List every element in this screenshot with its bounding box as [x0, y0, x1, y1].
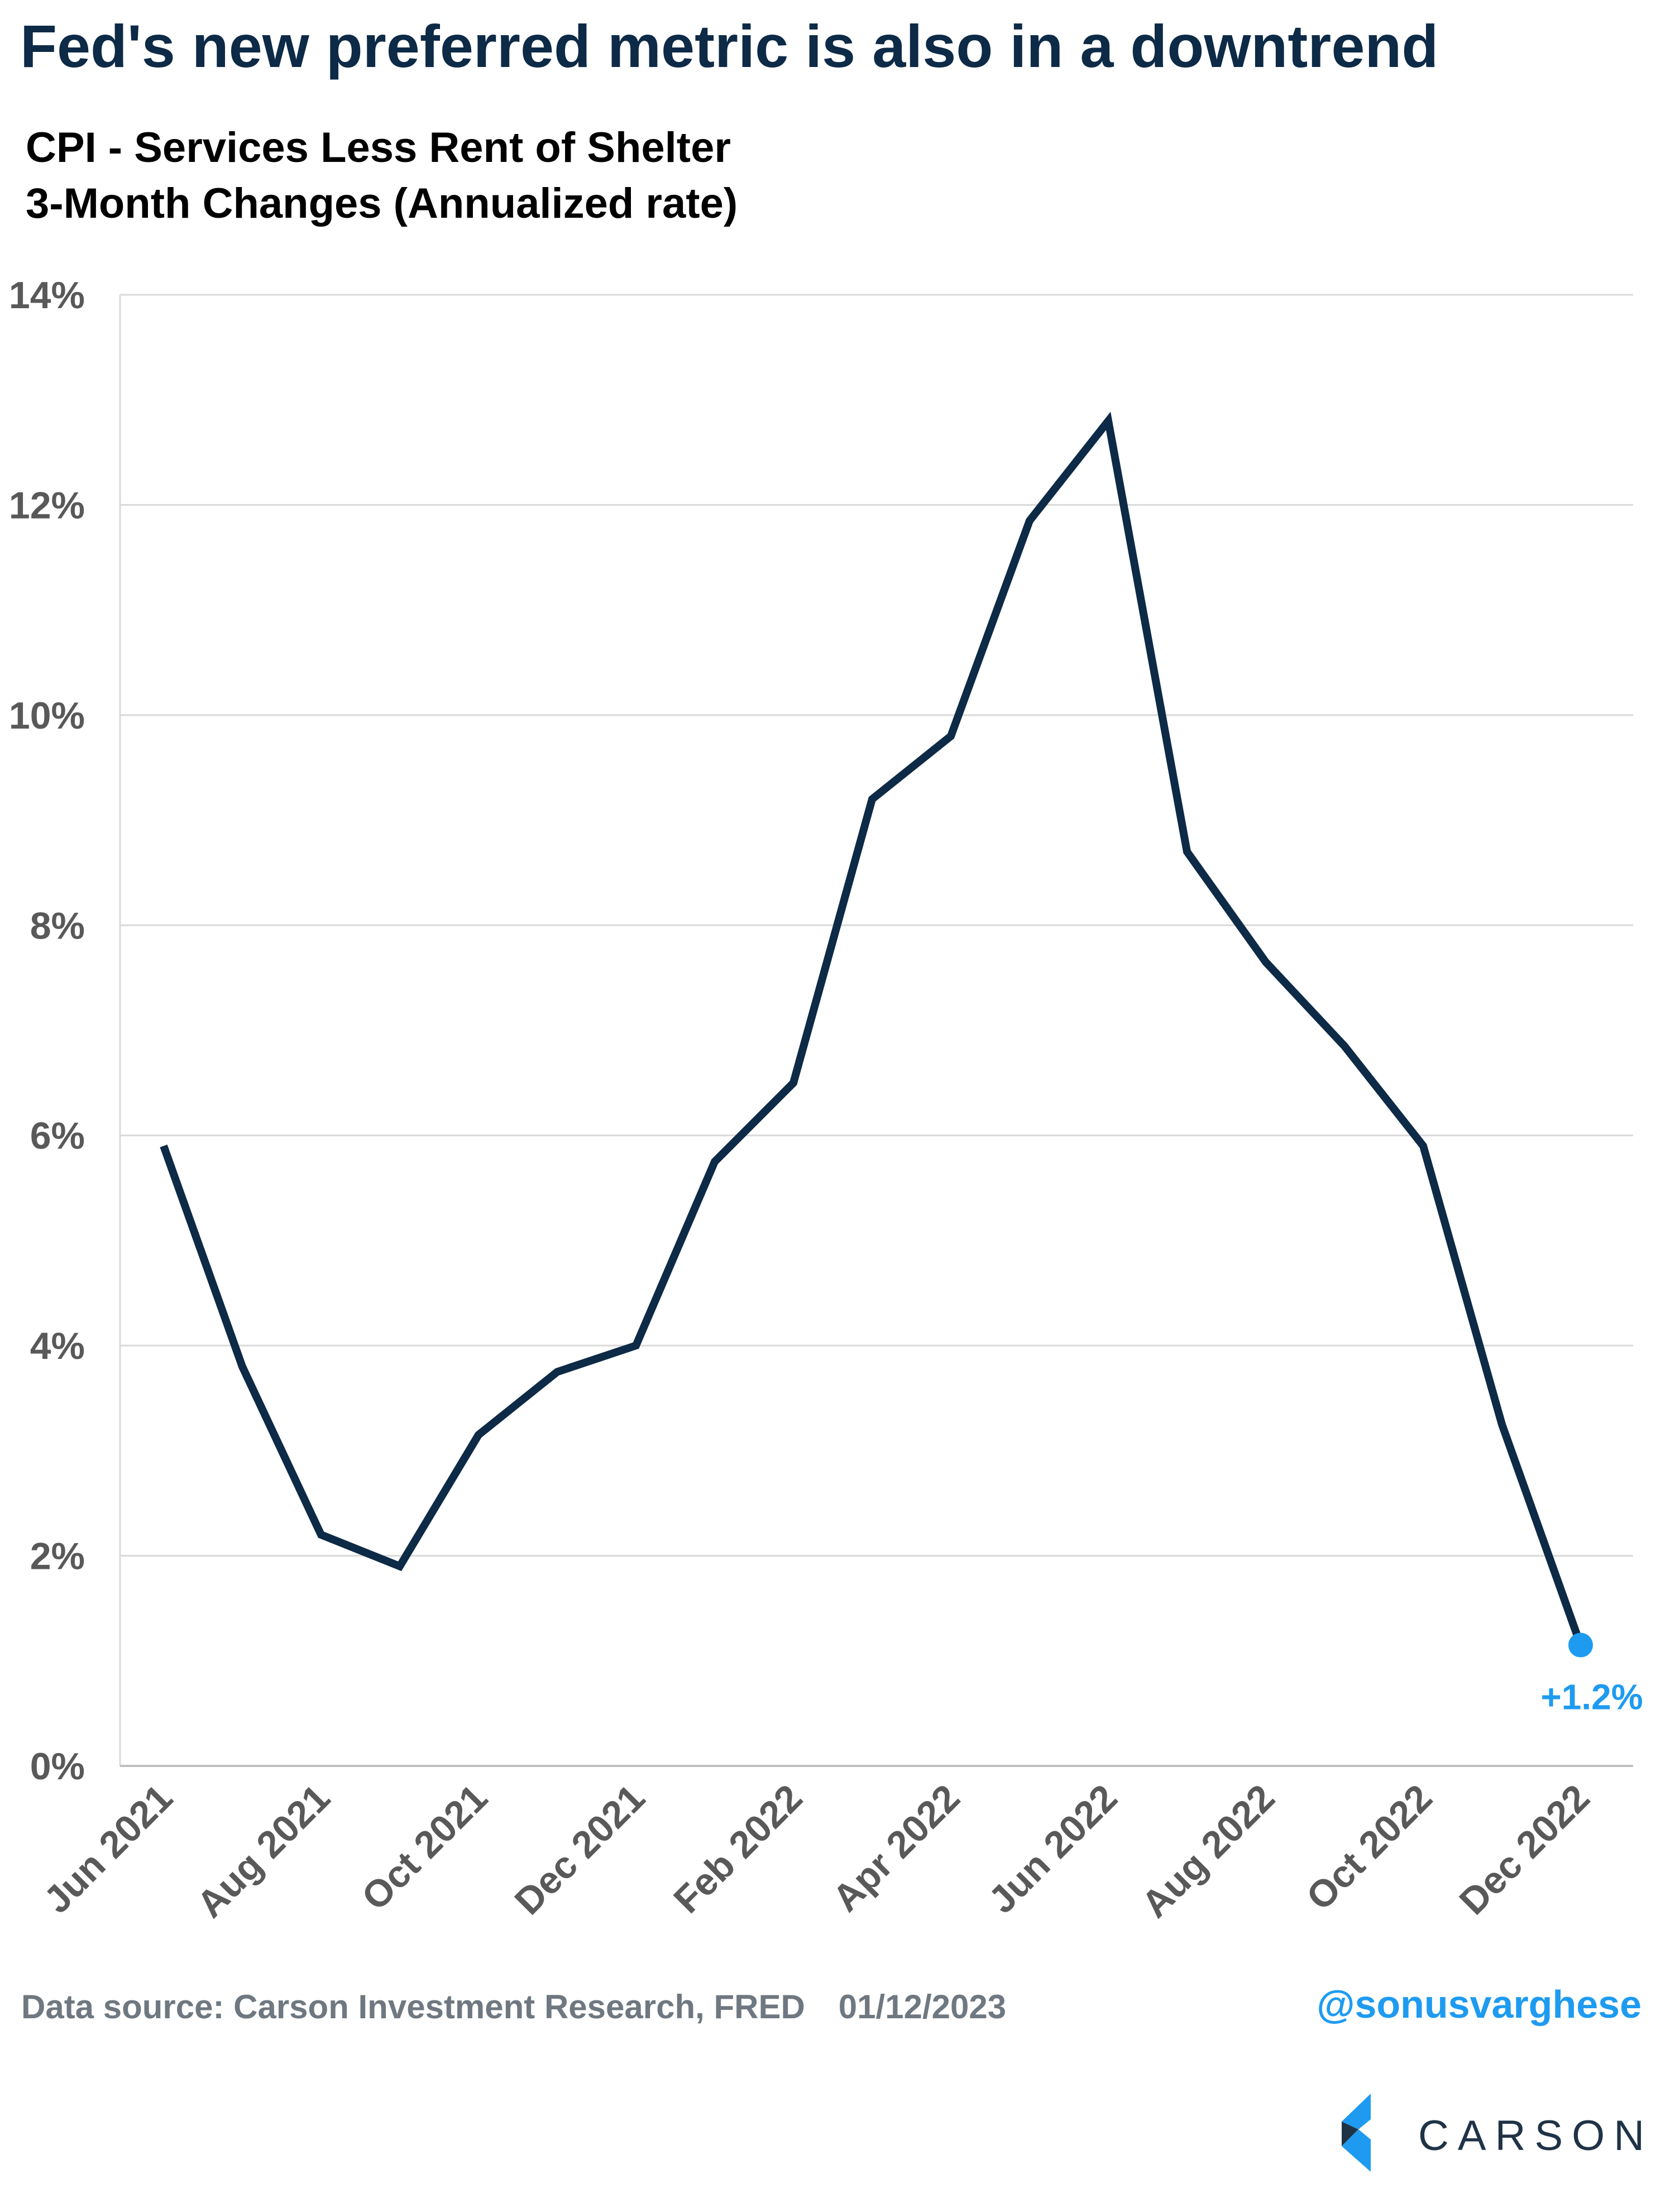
y-tick-label: 0% — [30, 1745, 85, 1788]
x-tick-label: Oct 2021 — [353, 1777, 495, 1918]
data-point — [475, 1431, 482, 1439]
x-tick-label: Oct 2022 — [1298, 1777, 1440, 1918]
highlight-point — [1568, 1632, 1593, 1658]
x-axis: Jun 2021 Aug 2021 Oct 2021 Dec 2021 Feb 2022… — [36, 1765, 1633, 1926]
y-tick-label: 12% — [9, 484, 85, 526]
subtitle-line-1: CPI - Services Less Rent of Shelter — [26, 124, 731, 171]
x-tick-label: Jun 2021 — [36, 1777, 181, 1922]
x-tick-label: Aug 2022 — [1133, 1777, 1283, 1926]
series-line — [160, 411, 1585, 1646]
data-point — [238, 1363, 246, 1371]
author-handle: @sonusvarghese — [1317, 1983, 1642, 2026]
x-tick-label: Dec 2022 — [1451, 1777, 1597, 1923]
y-tick-label: 6% — [30, 1115, 85, 1157]
carson-logo: CARSON — [1326, 2088, 1661, 2177]
data-point — [1183, 848, 1191, 856]
x-tick-label: Jun 2022 — [980, 1777, 1126, 1922]
y-tick-label: 4% — [30, 1325, 85, 1367]
x-tick-label: Aug 2021 — [189, 1777, 338, 1926]
y-tick-label: 8% — [30, 904, 85, 947]
data-point — [396, 1562, 404, 1570]
data-point — [1419, 1142, 1427, 1150]
brand-name: CARSON — [1418, 2112, 1654, 2160]
x-tick-label: Apr 2022 — [825, 1777, 968, 1920]
data-point — [868, 795, 876, 803]
data-point — [789, 1079, 797, 1087]
chart-subtitle: CPI - Services Less Rent of Shelter 3-Mo… — [26, 120, 738, 232]
data-point — [1104, 417, 1112, 425]
data-point — [1026, 517, 1033, 525]
x-tick-label: Dec 2021 — [506, 1777, 653, 1923]
source-date: 01/12/2023 — [838, 1988, 1007, 2026]
highlight-label: +1.2% — [1540, 1677, 1643, 1717]
chart-title: Fed's new preferred metric is also in a … — [20, 12, 1439, 80]
series — [160, 411, 1585, 1646]
data-source-note: Data source: Carson Investment Research,… — [21, 1988, 1006, 2026]
data-point — [1341, 1042, 1348, 1050]
x-tick-label: Feb 2022 — [666, 1777, 811, 1922]
data-point — [1498, 1420, 1506, 1428]
annotations: +1.2% — [1540, 1632, 1643, 1717]
data-point — [1262, 958, 1270, 966]
source-text: Data source: Carson Investment Research,… — [21, 1988, 805, 2026]
y-tick-label: 10% — [9, 695, 85, 737]
data-point — [317, 1531, 325, 1539]
data-point — [632, 1342, 640, 1349]
line-chart: 0%2%4%6%8%10%12%14% Jun 2021 Aug 2021 Oct … — [9, 274, 1643, 1926]
y-tick-label: 2% — [30, 1535, 85, 1578]
y-axis: 0% 2% 4% 6% 8% 10% 12% 14% — [9, 274, 121, 1788]
y-tick-label: 14% — [9, 274, 85, 317]
data-point — [711, 1158, 719, 1166]
subtitle-line-2: 3-Month Changes (Annualized rate) — [26, 180, 738, 228]
carson-logo-icon — [1342, 2094, 1371, 2172]
data-point — [947, 732, 955, 740]
data-point — [160, 1142, 168, 1150]
data-point — [553, 1368, 561, 1376]
